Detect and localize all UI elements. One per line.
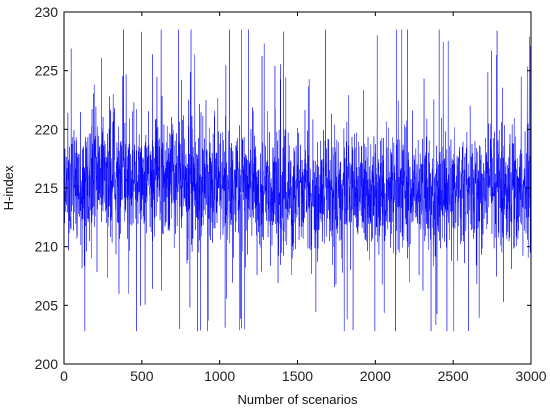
y-tick-label: 225 — [35, 63, 59, 79]
y-tick-label: 230 — [35, 4, 59, 20]
x-axis-label: Number of scenarios — [238, 392, 358, 407]
x-tick-label: 500 — [130, 368, 154, 384]
x-tick-label: 1000 — [204, 368, 235, 384]
y-tick-label: 215 — [35, 180, 59, 196]
x-tick-label: 2500 — [438, 368, 469, 384]
y-axis-ticks: 200 205 210 215 220 225 230 — [35, 4, 531, 372]
y-axis-label: H-index — [1, 165, 16, 210]
y-tick-label: 200 — [35, 356, 59, 372]
y-tick-label: 205 — [35, 297, 59, 313]
series-line — [63, 29, 532, 332]
y-tick-label: 210 — [35, 239, 59, 255]
x-tick-label: 0 — [60, 368, 68, 384]
y-tick-label: 220 — [35, 121, 59, 137]
x-tick-label: 3000 — [515, 368, 546, 384]
x-tick-label: 2000 — [360, 368, 391, 384]
x-tick-label: 1500 — [282, 368, 313, 384]
x-axis-ticks: 0 500 1000 1500 2000 2500 3000 — [60, 12, 547, 384]
